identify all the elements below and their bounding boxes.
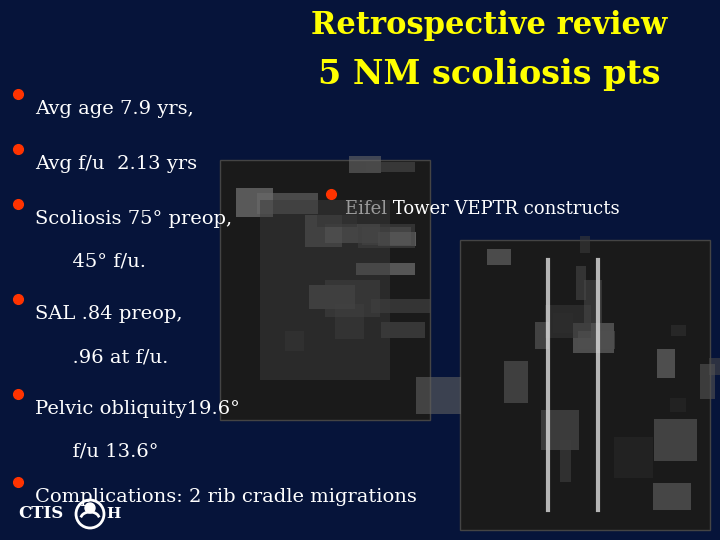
Text: Avg age 7.9 yrs,: Avg age 7.9 yrs, [35,100,194,118]
Bar [487,249,511,265]
Bar [580,236,590,253]
Bar [377,232,416,246]
Text: 5 NM scoliosis pts: 5 NM scoliosis pts [318,58,661,91]
Text: SAL .84 preop,: SAL .84 preop, [35,305,182,323]
Bar [577,331,615,349]
Bar [371,299,431,313]
Bar [325,224,380,244]
Bar [535,322,549,349]
Bar [366,162,415,172]
Circle shape [85,503,95,513]
Bar [325,280,379,317]
Bar [653,483,690,510]
Bar [256,193,318,214]
Text: Avg f/u  2.13 yrs: Avg f/u 2.13 yrs [35,155,197,173]
Bar [335,303,364,339]
Bar [613,437,652,478]
Bar [305,215,342,247]
Bar [284,331,304,352]
Bar [504,361,528,403]
Bar [584,280,603,323]
Bar [709,357,720,375]
Bar [220,160,430,420]
Text: f/u 13.6°: f/u 13.6° [35,443,158,461]
Bar [361,227,411,245]
Bar [573,323,614,353]
Bar [541,409,579,450]
Text: .96 at f/u.: .96 at f/u. [35,348,168,366]
Bar [657,349,675,377]
Bar [356,263,415,275]
Bar [415,377,461,414]
Bar [670,398,685,413]
Bar [318,215,356,227]
Bar [260,200,390,380]
Bar [654,420,698,461]
Bar [671,325,685,336]
Bar [236,187,273,217]
Text: Retrospective review: Retrospective review [312,10,667,41]
Bar [575,266,586,300]
Text: Scoliosis 75° preop,: Scoliosis 75° preop, [35,210,232,228]
Text: Eifel Tower VEPTR constructs: Eifel Tower VEPTR constructs [345,200,620,218]
Bar [700,364,715,399]
Bar [359,224,415,248]
Bar [309,286,356,309]
Bar [553,313,573,333]
Text: Complications: 2 rib cradle migrations: Complications: 2 rib cradle migrations [35,488,417,506]
Text: 45° f/u.: 45° f/u. [35,253,146,271]
Bar [545,305,591,338]
Bar [559,440,571,482]
Bar [349,157,382,173]
Text: CTIS: CTIS [18,505,63,522]
Bar [460,240,710,530]
Text: Pelvic obliquity19.6°: Pelvic obliquity19.6° [35,400,240,418]
Text: H: H [106,507,120,521]
Bar [382,322,425,339]
